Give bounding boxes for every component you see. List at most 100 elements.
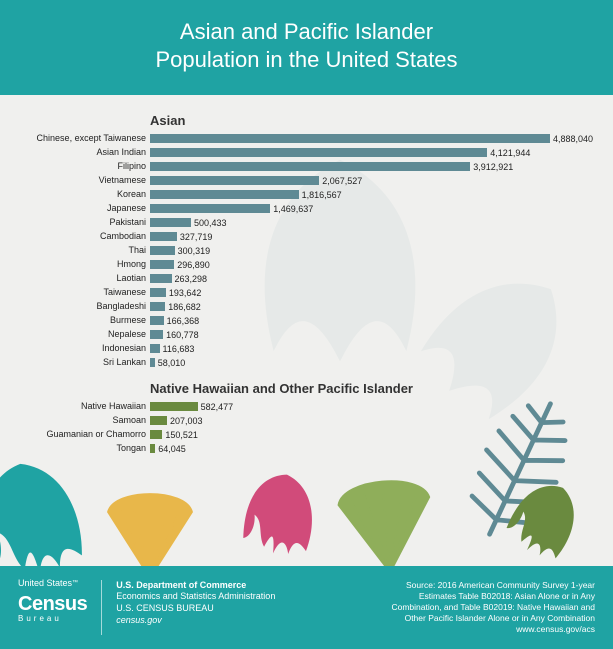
- bar-label: Taiwanese: [20, 288, 150, 297]
- bar-wrap: 296,890: [150, 260, 593, 269]
- bar-value: 64,045: [158, 444, 186, 454]
- bar: [150, 232, 177, 241]
- bar-value: 1,816,567: [302, 190, 342, 200]
- bar-label: Laotian: [20, 274, 150, 283]
- bar-value: 2,067,527: [322, 176, 362, 186]
- bar-wrap: 4,888,040: [150, 134, 593, 143]
- bar-wrap: 500,433: [150, 218, 593, 227]
- bar-label: Native Hawaiian: [20, 402, 150, 411]
- logo-sub: Bureau: [18, 614, 62, 624]
- bar-row: Pakistani 500,433: [20, 216, 593, 229]
- bar-label: Filipino: [20, 162, 150, 171]
- bar-row: Hmong 296,890: [20, 258, 593, 271]
- bar-label: Indonesian: [20, 344, 150, 353]
- bar-wrap: 4,121,944: [150, 148, 593, 157]
- bar: [150, 316, 164, 325]
- bar-wrap: 166,368: [150, 316, 593, 325]
- bar-value: 327,719: [180, 232, 213, 242]
- bar-label: Hmong: [20, 260, 150, 269]
- bar-value: 186,682: [168, 302, 201, 312]
- bar-wrap: 207,003: [150, 416, 593, 425]
- asian-chart: Chinese, except Taiwanese4,888,040Asian …: [20, 132, 593, 369]
- bar-wrap: 582,477: [150, 402, 593, 411]
- bar-wrap: 300,319: [150, 246, 593, 255]
- bar-value: 582,477: [201, 402, 234, 412]
- bar-row: Burmese 166,368: [20, 314, 593, 327]
- bar: [150, 246, 175, 255]
- bar: [150, 260, 174, 269]
- source-text: Source: 2016 American Community Survey 1…: [375, 580, 595, 624]
- leaf-icon: [315, 444, 456, 585]
- census-logo: United States™ Census Bureau: [18, 580, 87, 625]
- bar-row: Taiwanese 193,642: [20, 286, 593, 299]
- logo-tm: ™: [72, 580, 78, 586]
- bar-label: Vietnamese: [20, 176, 150, 185]
- bar-wrap: 193,642: [150, 288, 593, 297]
- bar-wrap: 327,719: [150, 232, 593, 241]
- bar-wrap: 160,778: [150, 330, 593, 339]
- bar-row: Asian Indian4,121,944: [20, 146, 593, 159]
- bar-label: Guamanian or Chamorro: [20, 430, 150, 439]
- bar-wrap: 1,469,637: [150, 204, 593, 213]
- dept-l1: U.S. Department of Commerce: [116, 580, 275, 592]
- bar-value: 296,890: [177, 260, 210, 270]
- bar-row: Vietnamese 2,067,527: [20, 174, 593, 187]
- bar-row: Filipino3,912,921: [20, 160, 593, 173]
- bar-value: 500,433: [194, 218, 227, 228]
- bar: [150, 416, 167, 425]
- bar-row: Cambodian327,719: [20, 230, 593, 243]
- bar-label: Burmese: [20, 316, 150, 325]
- bar-row: Samoan207,003: [20, 414, 593, 427]
- dept-l3: U.S. CENSUS BUREAU: [116, 603, 275, 615]
- bar-row: Indonesian 116,683: [20, 342, 593, 355]
- bar-row: Tongan 64,045: [20, 442, 593, 455]
- bar: [150, 204, 270, 213]
- bar-wrap: 64,045: [150, 444, 593, 453]
- bar-value: 300,319: [178, 246, 211, 256]
- bar: [150, 176, 319, 185]
- bar: [150, 148, 487, 157]
- bar-label: Pakistani: [20, 218, 150, 227]
- dept-l4: census.gov: [116, 615, 275, 627]
- bar-value: 166,368: [167, 316, 200, 326]
- bar: [150, 288, 166, 297]
- bar-value: 160,778: [166, 330, 199, 340]
- section2-title: Native Hawaiian and Other Pacific Island…: [150, 381, 593, 396]
- bar-value: 150,521: [165, 430, 198, 440]
- bar: [150, 134, 550, 143]
- bar-label: Chinese, except Taiwanese: [20, 134, 150, 143]
- bar-value: 207,003: [170, 416, 203, 426]
- bar-wrap: 58,010: [150, 358, 593, 367]
- bar-wrap: 186,682: [150, 302, 593, 311]
- source-url: www.census.gov/acs: [375, 624, 595, 635]
- logo-us: United States: [18, 578, 72, 588]
- bar-row: Chinese, except Taiwanese4,888,040: [20, 132, 593, 145]
- section1-title: Asian: [150, 113, 593, 128]
- bar-wrap: 3,912,921: [150, 162, 593, 171]
- bar-row: Korean 1,816,567: [20, 188, 593, 201]
- bar-value: 193,642: [169, 288, 202, 298]
- footer-divider: [101, 580, 102, 635]
- bar-row: Nepalese 160,778: [20, 328, 593, 341]
- bar-label: Thai: [20, 246, 150, 255]
- bar-label: Nepalese: [20, 330, 150, 339]
- bar-row: Thai 300,319: [20, 244, 593, 257]
- bar-wrap: 116,683: [150, 344, 593, 353]
- bar: [150, 190, 299, 199]
- bar-row: Japanese1,469,637: [20, 202, 593, 215]
- bar-label: Korean: [20, 190, 150, 199]
- leaf-icon: [484, 458, 607, 581]
- bar-label: Japanese: [20, 204, 150, 213]
- bar: [150, 358, 155, 367]
- header: Asian and Pacific Islander Population in…: [0, 0, 613, 95]
- bar-label: Tongan: [20, 444, 150, 453]
- bar: [150, 162, 470, 171]
- bar-value: 116,683: [163, 344, 195, 354]
- bar-wrap: 263,298: [150, 274, 593, 283]
- bar: [150, 402, 198, 411]
- bar-row: Guamanian or Chamorro 150,521: [20, 428, 593, 441]
- bar-row: Laotian263,298: [20, 272, 593, 285]
- bar: [150, 344, 160, 353]
- dept-l2: Economics and Statistics Administration: [116, 591, 275, 603]
- bar: [150, 274, 172, 283]
